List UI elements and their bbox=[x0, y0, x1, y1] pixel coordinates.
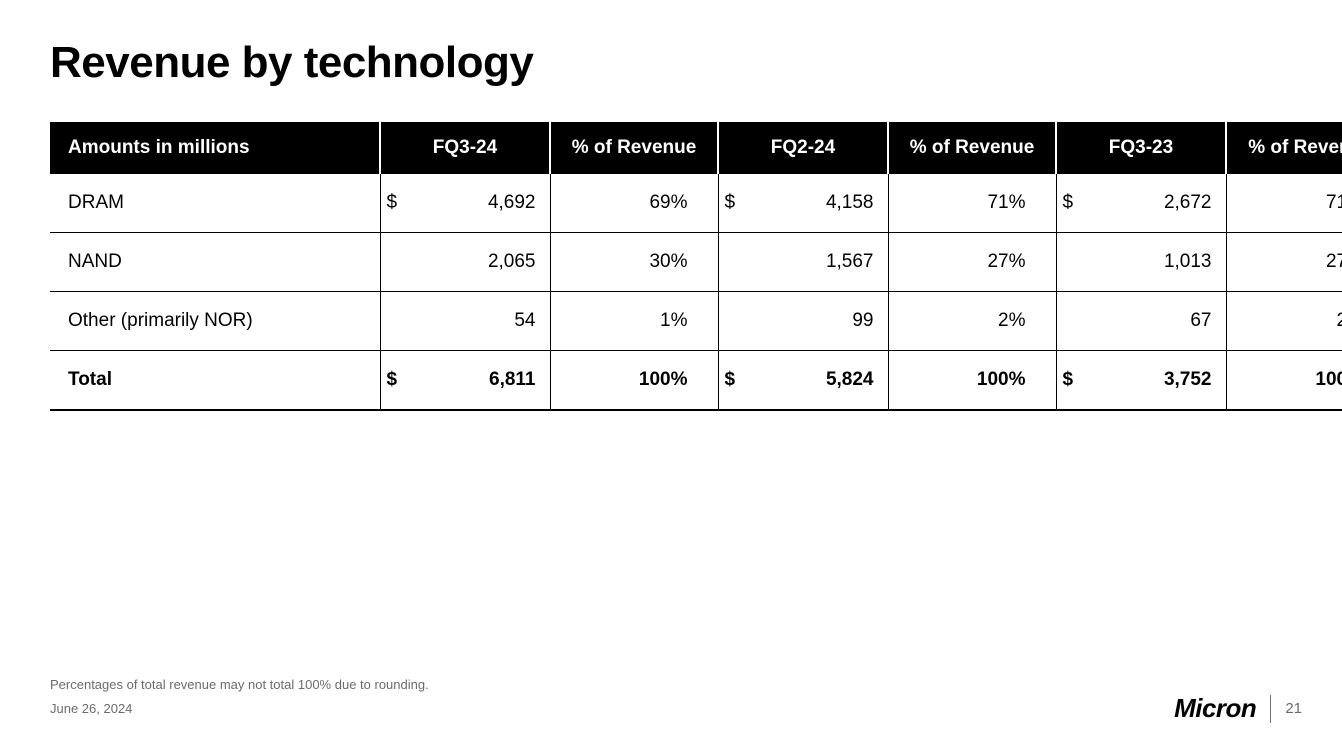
cell: 27% bbox=[1226, 232, 1342, 291]
cell: 27% bbox=[888, 232, 1056, 291]
amount-value: 1,013 bbox=[1164, 251, 1212, 272]
table-row: NAND 2,065 30% 1,567 27% 1,013 27% bbox=[50, 232, 1342, 291]
cell: $2,672 bbox=[1056, 174, 1226, 233]
dollar-sign: $ bbox=[725, 192, 736, 214]
dollar-sign: $ bbox=[387, 192, 398, 214]
cell: 1,567 bbox=[718, 232, 888, 291]
col-amounts: Amounts in millions bbox=[50, 122, 380, 174]
amount-value: 6,811 bbox=[489, 369, 536, 390]
cell: 2% bbox=[888, 291, 1056, 350]
table-row: Total$6,811100%$5,824100%$3,752100% bbox=[50, 350, 1342, 410]
amount-value: 3,752 bbox=[1164, 369, 1212, 390]
cell: 100% bbox=[550, 350, 718, 410]
row-label: NAND bbox=[50, 232, 380, 291]
col-fq3-23: FQ3-23 bbox=[1056, 122, 1226, 174]
cell: 54 bbox=[380, 291, 550, 350]
cell: $4,158 bbox=[718, 174, 888, 233]
slide-date: June 26, 2024 bbox=[50, 697, 429, 722]
footnote: Percentages of total revenue may not tot… bbox=[50, 673, 429, 698]
amount-value: 5,824 bbox=[826, 369, 874, 390]
cell: 71% bbox=[1226, 174, 1342, 233]
cell: 100% bbox=[1226, 350, 1342, 410]
page-title: Revenue by technology bbox=[50, 38, 1292, 88]
cell: $4,692 bbox=[380, 174, 550, 233]
amount-value: 4,158 bbox=[826, 192, 874, 213]
footer: Percentages of total revenue may not tot… bbox=[50, 673, 429, 722]
amount-value: 2,065 bbox=[488, 251, 536, 272]
dollar-sign: $ bbox=[1063, 192, 1074, 214]
cell: 69% bbox=[550, 174, 718, 233]
table-row: Other (primarily NOR) 54 1% 99 2% 67 2% bbox=[50, 291, 1342, 350]
row-label: Other (primarily NOR) bbox=[50, 291, 380, 350]
cell: $3,752 bbox=[1056, 350, 1226, 410]
table-header-row: Amounts in millions FQ3-24 % of Revenue … bbox=[50, 122, 1342, 174]
col-fq3-23-pct: % of Revenue bbox=[1226, 122, 1342, 174]
cell: 99 bbox=[718, 291, 888, 350]
col-fq3-24-pct: % of Revenue bbox=[550, 122, 718, 174]
dollar-sign: $ bbox=[725, 369, 736, 391]
amount-value: 54 bbox=[514, 310, 535, 331]
cell: 71% bbox=[888, 174, 1056, 233]
col-fq3-24: FQ3-24 bbox=[380, 122, 550, 174]
brand-logo: Micron bbox=[1174, 693, 1256, 724]
cell: $6,811 bbox=[380, 350, 550, 410]
brand-divider bbox=[1270, 695, 1271, 723]
col-fq2-24-pct: % of Revenue bbox=[888, 122, 1056, 174]
dollar-sign: $ bbox=[1063, 369, 1074, 391]
cell: 67 bbox=[1056, 291, 1226, 350]
row-label: DRAM bbox=[50, 174, 380, 233]
cell: 2% bbox=[1226, 291, 1342, 350]
table-body: DRAM$4,69269%$4,15871%$2,67271%NAND2,065… bbox=[50, 174, 1342, 410]
amount-value: 1,567 bbox=[826, 251, 874, 272]
dollar-sign: $ bbox=[387, 369, 398, 391]
table-row: DRAM$4,69269%$4,15871%$2,67271% bbox=[50, 174, 1342, 233]
cell: 1% bbox=[550, 291, 718, 350]
col-fq2-24: FQ2-24 bbox=[718, 122, 888, 174]
amount-value: 2,672 bbox=[1164, 192, 1212, 213]
amount-value: 67 bbox=[1190, 310, 1211, 331]
cell: 1,013 bbox=[1056, 232, 1226, 291]
amount-value: 99 bbox=[852, 310, 873, 331]
cell: $5,824 bbox=[718, 350, 888, 410]
cell: 30% bbox=[550, 232, 718, 291]
cell: 2,065 bbox=[380, 232, 550, 291]
brand-area: Micron 21 bbox=[1174, 693, 1302, 724]
cell: 100% bbox=[888, 350, 1056, 410]
revenue-table: Amounts in millions FQ3-24 % of Revenue … bbox=[50, 122, 1342, 411]
page-number: 21 bbox=[1285, 700, 1302, 717]
amount-value: 4,692 bbox=[488, 192, 536, 213]
row-label: Total bbox=[50, 350, 380, 410]
